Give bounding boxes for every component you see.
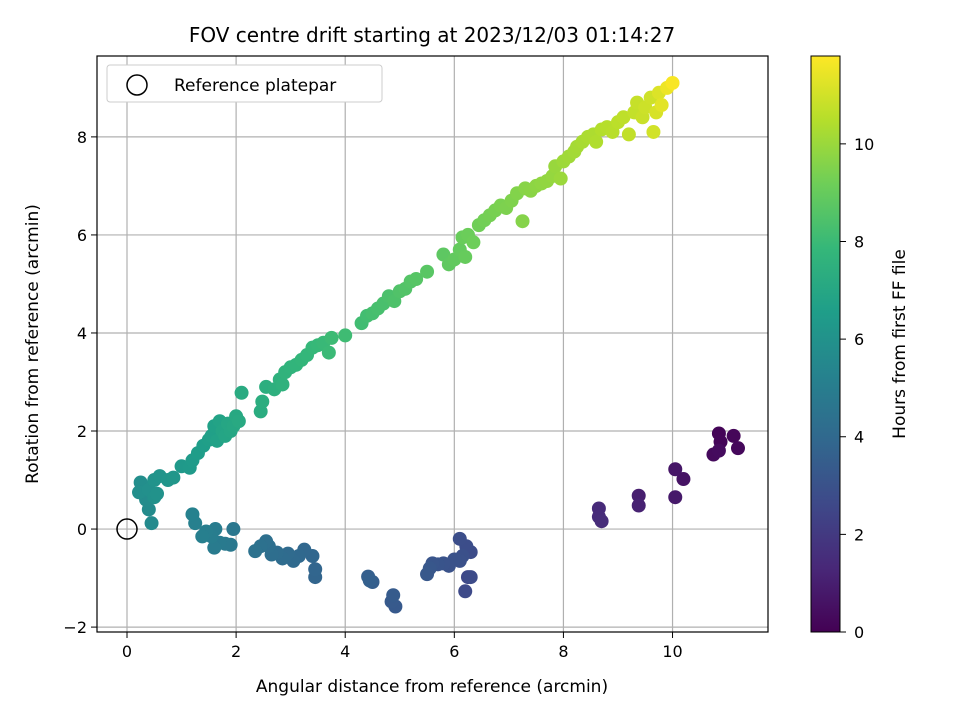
legend-label: Reference platepar <box>174 76 336 96</box>
data-point <box>553 171 568 186</box>
data-point <box>386 588 401 603</box>
data-point <box>711 443 726 458</box>
x-tick-label: 8 <box>558 642 568 661</box>
data-point <box>226 522 241 537</box>
legend-marker-icon <box>126 74 148 96</box>
colorbar-tick-label: 2 <box>854 525 864 544</box>
colorbar-tick-label: 8 <box>854 232 864 251</box>
data-point <box>275 377 290 392</box>
plot-frame <box>96 55 769 633</box>
data-point <box>726 428 741 443</box>
colorbar-gradient <box>810 55 841 633</box>
y-tick-label: 0 <box>77 520 87 539</box>
data-point <box>207 540 222 555</box>
data-point <box>665 75 680 90</box>
data-point <box>654 98 669 113</box>
data-point <box>515 214 530 229</box>
data-point <box>166 470 181 485</box>
colorbar-tick-label: 6 <box>854 330 864 349</box>
data-point <box>255 394 270 409</box>
data-point <box>195 529 210 544</box>
data-point <box>321 345 336 360</box>
data-point <box>234 385 249 400</box>
x-tick-label: 10 <box>662 642 682 661</box>
data-point <box>466 235 481 250</box>
x-axis-ticks: 0 2 4 6 8 10 <box>122 632 683 661</box>
y-tick-label: −2 <box>63 618 87 637</box>
reference-marker-layer <box>116 518 138 540</box>
data-point <box>338 328 353 343</box>
data-points <box>132 75 745 614</box>
data-point <box>631 498 646 513</box>
data-point <box>420 264 435 279</box>
colorbar-ticks: 0 2 4 6 8 10 <box>840 135 874 642</box>
data-point <box>730 441 745 456</box>
data-point <box>144 516 159 531</box>
data-point <box>594 514 609 529</box>
x-tick-label: 0 <box>122 642 132 661</box>
x-axis-label: Angular distance from reference (arcmin) <box>256 677 608 697</box>
data-point <box>409 272 424 287</box>
data-point <box>589 134 604 149</box>
data-point <box>308 562 323 577</box>
colorbar-label: Hours from first FF file <box>890 249 910 439</box>
colorbar-tick-label: 10 <box>854 135 874 154</box>
y-tick-label: 8 <box>77 128 87 147</box>
data-point <box>420 567 435 582</box>
y-axis-label: Rotation from reference (arcmin) <box>23 204 43 484</box>
data-point <box>231 414 246 429</box>
data-point <box>324 330 339 345</box>
x-tick-label: 6 <box>449 642 459 661</box>
legend-box <box>106 64 383 103</box>
data-point <box>621 127 636 142</box>
data-point <box>185 507 200 522</box>
data-point <box>676 472 691 487</box>
data-point <box>458 584 473 599</box>
y-tick-label: 4 <box>77 324 87 343</box>
data-point <box>150 486 165 501</box>
x-tick-label: 4 <box>340 642 350 661</box>
chart-title: FOV centre drift starting at 2023/12/03 … <box>189 23 675 47</box>
data-point <box>248 544 263 559</box>
data-point <box>362 573 377 588</box>
data-point <box>668 462 683 477</box>
x-tick-label: 2 <box>231 642 241 661</box>
data-point <box>646 124 661 139</box>
y-tick-label: 2 <box>77 422 87 441</box>
data-point <box>631 488 646 503</box>
data-point <box>458 249 473 264</box>
colorbar-tick-label: 0 <box>854 623 864 642</box>
y-axis-ticks: −2 0 2 4 6 8 <box>63 128 97 637</box>
data-point <box>452 531 467 546</box>
colorbar-tick-label: 4 <box>854 428 864 447</box>
data-point <box>668 490 683 505</box>
reference-point-marker <box>116 518 138 540</box>
data-point <box>463 570 478 585</box>
y-tick-label: 6 <box>77 226 87 245</box>
legend: Reference platepar <box>106 64 383 103</box>
data-point <box>616 110 631 125</box>
grid-lines <box>97 56 768 632</box>
colorbar: 0 2 4 6 8 10 Hours from first FF file <box>810 55 910 642</box>
